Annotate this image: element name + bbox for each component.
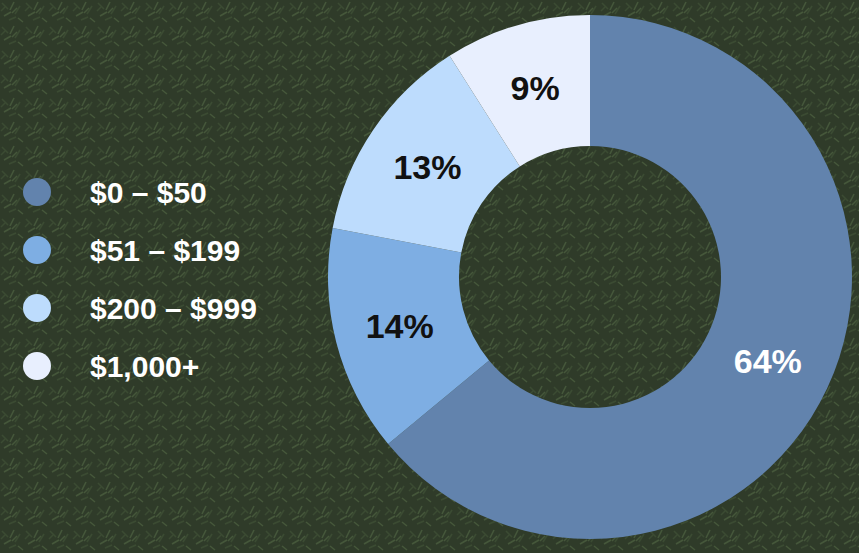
data-label: 13% bbox=[393, 148, 461, 186]
chart: 64% 14% 13% 9% $0 – $50 $51 – $199 $200 – $999… bbox=[0, 0, 859, 553]
legend-item: $200 – $999 bbox=[23, 292, 257, 325]
legend-item: $0 – $50 bbox=[23, 176, 207, 209]
legend-label: $200 – $999 bbox=[90, 292, 257, 325]
slice bbox=[328, 228, 489, 444]
legend-item: $1,000+ bbox=[23, 350, 199, 383]
legend-swatch bbox=[23, 294, 51, 322]
donut: 64% 14% 13% 9% bbox=[328, 15, 852, 539]
data-label: 64% bbox=[734, 342, 802, 380]
legend-swatch bbox=[23, 236, 51, 264]
legend-swatch bbox=[23, 352, 51, 380]
legend-label: $51 – $199 bbox=[90, 234, 240, 267]
data-label: 9% bbox=[511, 69, 560, 107]
legend: $0 – $50 $51 – $199 $200 – $999 $1,000+ bbox=[23, 176, 257, 383]
data-label: 14% bbox=[366, 307, 434, 345]
legend-swatch bbox=[23, 178, 51, 206]
legend-label: $1,000+ bbox=[90, 350, 199, 383]
legend-label: $0 – $50 bbox=[90, 176, 207, 209]
legend-item: $51 – $199 bbox=[23, 234, 240, 267]
background bbox=[0, 0, 859, 553]
slice bbox=[450, 15, 590, 166]
